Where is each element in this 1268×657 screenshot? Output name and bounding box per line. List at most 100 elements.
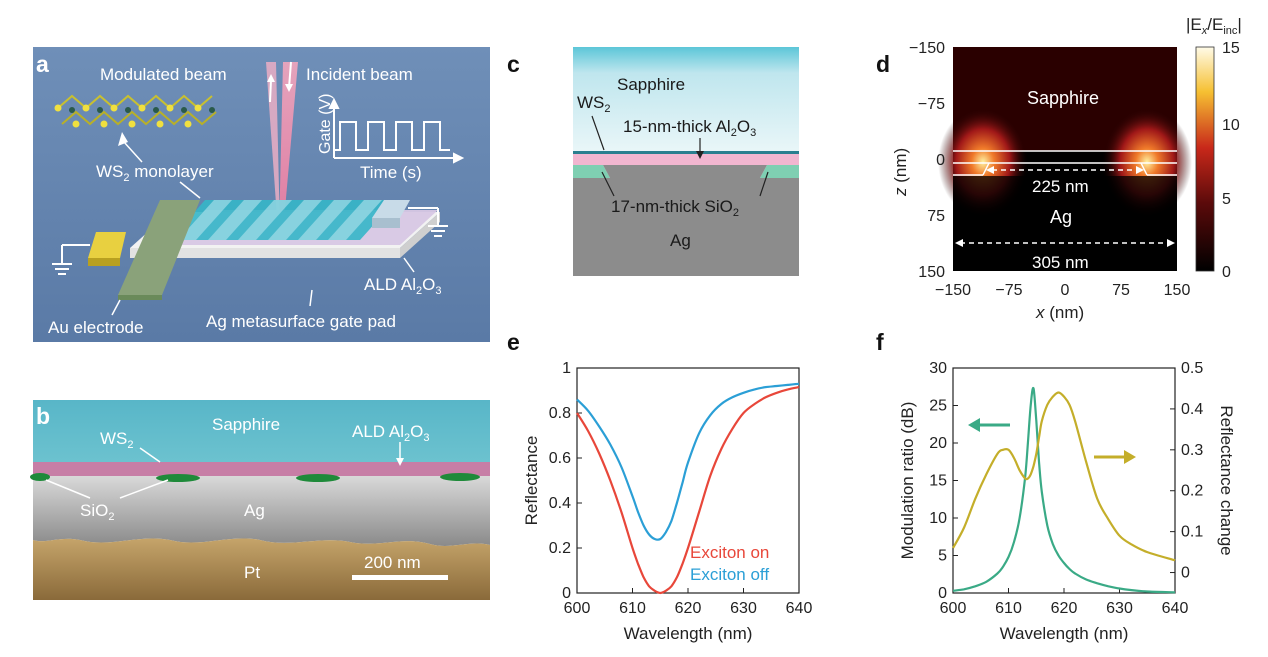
y-tick-label: 0 [562,585,571,602]
d-z-tick-0: −150 [909,40,945,57]
x-axis-label: Wavelength (nm) [624,624,753,643]
colorbar-title: |Ex/Einc| [1186,15,1242,37]
d-sapphire-label: Sapphire [1027,88,1099,108]
colorbar-ticks: 15 10 5 0 [1222,40,1240,281]
d-xlabel: x (nm) [1035,303,1084,322]
incident-beam-label: Incident beam [306,65,413,84]
x-tick-label: 620 [1051,600,1078,617]
sem-pt-label: Pt [244,563,260,582]
panel-d-letter: d [876,51,890,77]
d-x-tick-3: 75 [1112,282,1130,299]
cbar-tick-5: 5 [1222,191,1231,208]
chart-e: 600 610 620 630 640 0 0.2 0.4 0.6 0.8 1 Wavelength … [522,360,812,643]
y-right-tick-label: 0.4 [1181,401,1203,418]
c-ag-label: Ag [670,231,691,250]
c-al2o3-label: 15-nm-thick Al2O3 [623,117,756,139]
series-line-reflectance-change [952,391,1176,562]
sem-ald-label: ALD Al2O3 [352,422,429,444]
y-axis-label: Modulation ratio (dB) [898,402,917,560]
x-axis-label: Wavelength (nm) [1000,624,1129,643]
panel-c: c Sapphire WS2 15-nm-thick Al2O3 17-nm-t… [507,47,799,276]
x-tick-label: 630 [1106,600,1133,617]
y-tick-label: 5 [938,548,947,565]
y-tick-label: 0.2 [549,540,571,557]
arrow-to-right-axis-icon [1094,450,1136,464]
y-tick-label: 1 [562,360,571,377]
sem-ag-label: Ag [244,501,265,520]
au-electrode [118,200,200,295]
dim-305-label: 305 nm [1032,253,1089,272]
x-tick-label: 600 [940,600,967,617]
ws2-monolayer-label: WS2 monolayer [96,162,214,184]
modulated-beam-label: Modulated beam [100,65,227,84]
d-x-ticks: −150 −75 0 75 150 [935,282,1190,299]
d-x-tick-4: 150 [1164,282,1191,299]
d-x-tick-1: −75 [995,282,1022,299]
sem-sio2-label: SiO2 [80,501,114,523]
panel-c-letter: c [507,51,520,77]
c-sio2-label: 17-nm-thick SiO2 [611,197,739,219]
time-axis-label: Time (s) [360,163,422,182]
y-right-tick-label: 0.2 [1181,483,1203,500]
panel-a: a Modulated beam Incident beam [33,47,490,342]
c-ws2-line [573,151,799,154]
sem-sio2-islands [30,473,480,482]
x-tick-label: 640 [1162,600,1189,617]
cbar-tick-15: 15 [1222,40,1240,57]
right-contact-pad [372,200,410,218]
legend-exciton-on: Exciton on [690,543,769,562]
ald-al2o3-label: ALD Al2O3 [364,275,441,297]
y-right-tick-label: 0 [1181,565,1190,582]
c-sapphire [573,47,799,151]
scale-bar [352,575,448,580]
d-z-tick-4: 150 [918,264,945,281]
y-tick-label: 0.8 [549,405,571,422]
scale-bar-label: 200 nm [364,553,421,572]
arrow-to-left-axis-icon [968,418,1010,432]
y-tick-label: 30 [929,360,947,377]
panel-f: f 600 610 620 630 640 0 5 10 15 20 25 30 Wavelength … [876,329,1236,643]
sem-sapphire-label: Sapphire [212,415,280,434]
y-right-axis-label: Reflectance change [1217,405,1236,555]
plot-frame [952,367,1176,594]
y-right-tick-label: 0.5 [1181,360,1203,377]
dim-225-label: 225 nm [1032,177,1089,196]
c-sio2 [573,165,799,178]
series-line-exciton-on [576,386,800,595]
ws2-lattice-icon [54,94,217,128]
incident-beam-icon [279,62,298,232]
y-tick-label: 0 [938,585,947,602]
ag-pad-label: Ag metasurface gate pad [206,312,396,331]
modulated-beam-icon [266,62,280,232]
d-zlabel: z (nm) [891,148,910,197]
y-tick-label: 15 [929,473,947,490]
d-z-tick-1: −75 [918,96,945,113]
au-contact-pad [88,232,126,258]
au-electrode-label: Au electrode [48,318,143,337]
panel-f-letter: f [876,329,884,355]
x-tick-label: 620 [675,600,702,617]
sem-pt [33,538,490,600]
y-tick-label: 0.6 [549,450,571,467]
d-x-tick-0: −150 [935,282,971,299]
gate-axis-label: Gate (V) [317,94,334,154]
series-line-modulation-ratio [952,386,1176,594]
panel-a-background [33,47,490,342]
ground-symbol-left-icon [52,244,90,275]
d-ag-label: Ag [1050,207,1072,227]
cbar-tick-10: 10 [1222,117,1240,134]
x-tick-label: 600 [564,600,591,617]
y-tick-label: 25 [929,398,947,415]
y-tick-label: 0.4 [549,495,571,512]
sem-sapphire [33,400,490,462]
d-x-tick-2: 0 [1061,282,1070,299]
sem-ws2-al2o3-band [33,462,490,476]
x-tick-label: 610 [995,600,1022,617]
d-z-ticks: −150 −75 0 75 150 [909,40,945,281]
layer-outlines [953,150,1177,176]
colorbar [1195,46,1215,272]
d-z-tick-3: 75 [927,208,945,225]
panel-a-letter: a [36,51,49,77]
panel-e: e 600 610 620 630 640 0 0.2 0.4 0.6 0.8 1 Wavelengt… [507,329,812,643]
